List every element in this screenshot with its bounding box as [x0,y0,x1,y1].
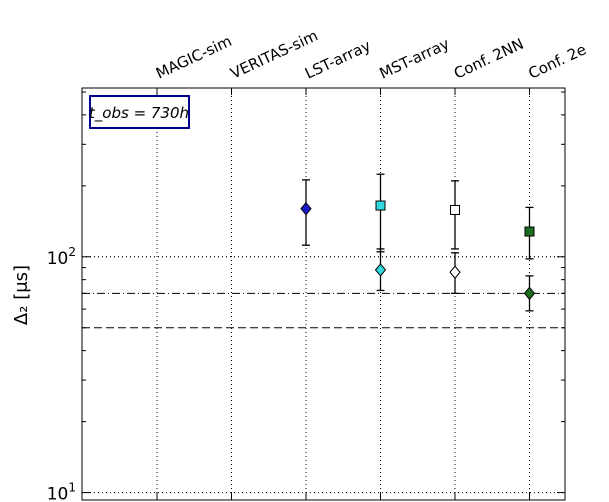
diamond-marker [523,286,536,301]
data-points [300,173,536,312]
square-marker [450,204,460,215]
data-point [300,179,312,246]
x-category-label: MST-array [377,35,453,83]
data-point [374,248,387,292]
annotation-frame [89,95,190,129]
diamond-marker [374,263,387,277]
data-point [523,275,536,312]
x-category-label: MAGIC-sim [153,32,234,83]
x-category-label: Conf. 2e [526,40,589,82]
annotation-box: t_obs = 730h [89,95,190,129]
axis-ticks [82,88,565,500]
plot-background [82,88,565,500]
data-point [524,206,535,260]
y-tick-label: 102 [47,245,76,269]
diamond-marker [300,201,312,216]
y-axis-label: Δ₂ [μs] [11,265,32,325]
annotation-text: t_obs = 730h [89,104,189,123]
square-marker [524,226,535,237]
data-point [450,180,460,250]
data-point [449,252,461,294]
y-tick-label: 101 [47,481,76,502]
diamond-marker [449,265,461,280]
x-category-label: Conf. 2NN [451,35,526,83]
square-marker [375,200,386,211]
plot-frame [81,87,566,501]
y-tick-labels: 101 102 [47,245,76,502]
reference-lines [82,256,565,329]
